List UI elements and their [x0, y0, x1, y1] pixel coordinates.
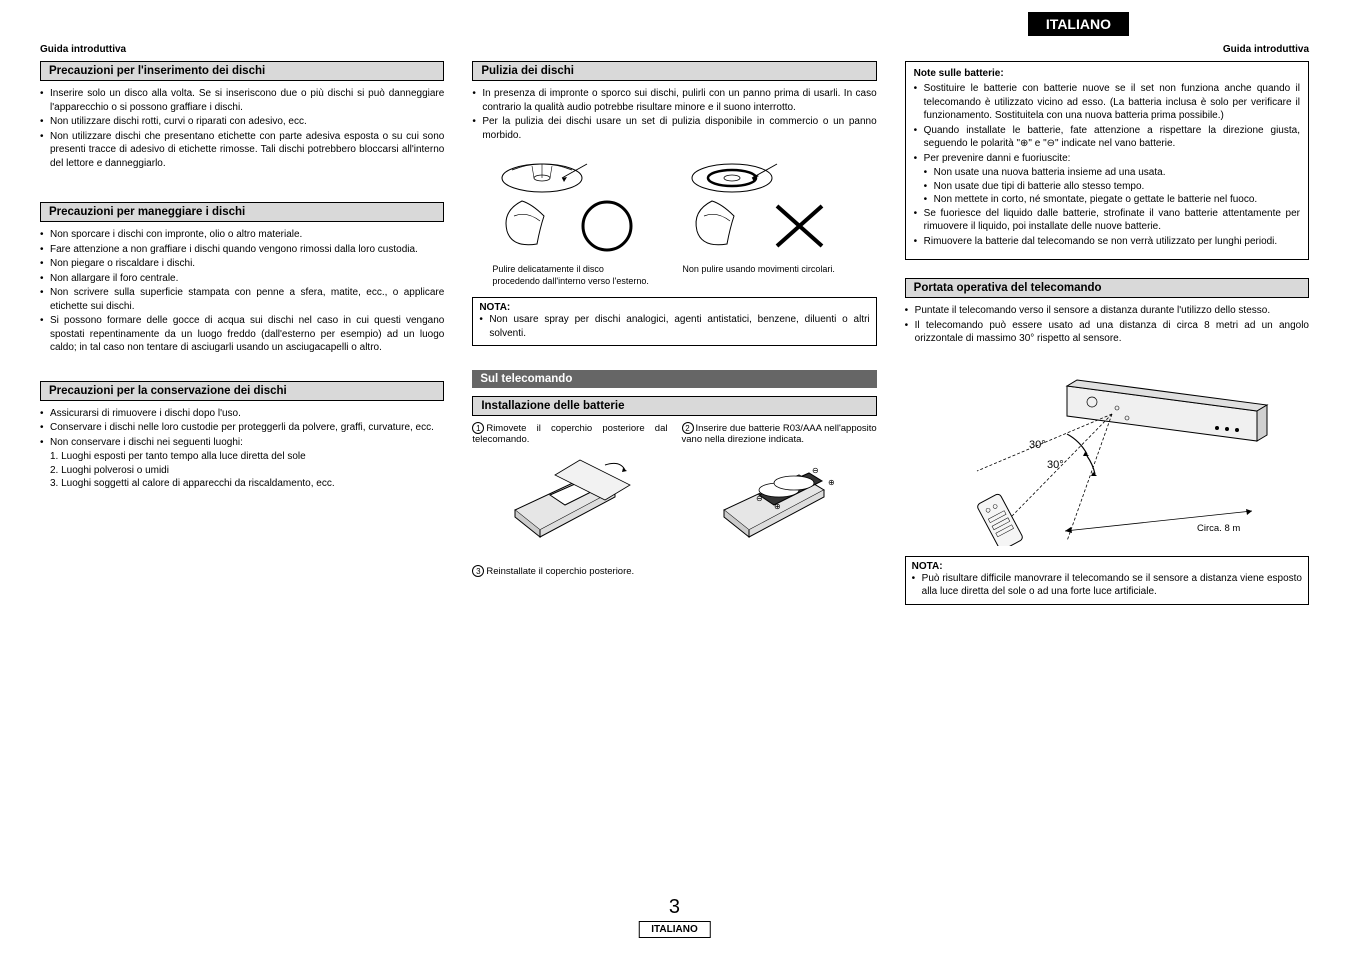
section-title: Precauzioni per l'inserimento dei dischi — [40, 61, 444, 81]
bullet: Per prevenire danni e fuoriuscite: — [914, 152, 1300, 166]
caption: Pulire delicatamente il disco procedendo… — [492, 264, 652, 287]
footer-language: ITALIANO — [638, 921, 710, 938]
bullet: Assicurarsi di rimuovere i dischi dopo l… — [40, 407, 444, 421]
section-title: Precauzioni per la conservazione dei dis… — [40, 381, 444, 401]
bullet: Se fuoriesce del liquido dalle batterie,… — [914, 207, 1300, 234]
svg-text:⊖: ⊖ — [756, 494, 763, 503]
bullet: Conservare i dischi nelle loro custodie … — [40, 421, 444, 435]
box-heading: Note sulle batterie: — [914, 68, 1300, 79]
svg-text:⊕: ⊕ — [828, 478, 835, 487]
svg-text:⊕: ⊕ — [774, 502, 781, 511]
sub-bullet: Non usate una nuova batteria insieme ad … — [924, 166, 1300, 180]
bullet: Quando installate le batterie, fate atte… — [914, 124, 1300, 151]
remote-range-diagram: 30° 30° Circa. 8 m — [917, 356, 1297, 546]
header-right: Guida introduttiva — [1223, 44, 1309, 55]
sub-bullet: Non mettete in corto, né smontate, piega… — [924, 193, 1300, 207]
bullet: Rimuovere la batterie dal telecomando se… — [914, 235, 1300, 249]
page-number: 3 — [638, 896, 710, 919]
note-heading: NOTA: — [479, 302, 869, 313]
bullet: Puntate il telecomando verso il sensore … — [905, 304, 1309, 318]
bullet: Non allargare il foro centrale. — [40, 272, 444, 286]
list-item: 2. Luoghi polverosi o umidi — [50, 464, 444, 478]
bullet: Si possono formare delle gocce di acqua … — [40, 314, 444, 355]
angle-label: 30° — [1047, 459, 1064, 471]
disc-wipe-correct-icon — [492, 156, 652, 256]
disc-wipe-wrong-icon — [682, 156, 842, 256]
bullet: Non utilizzare dischi che presentano eti… — [40, 130, 444, 171]
battery-notes-box: Note sulle batterie: Sostituire le batte… — [905, 61, 1309, 260]
bullet: In presenza di impronte o sporco sui dis… — [472, 87, 876, 114]
bullet: Non piegare o riscaldare i dischi. — [40, 257, 444, 271]
note-body: Non usare spray per dischi analogici, ag… — [479, 313, 869, 340]
bullet: Non scrivere sulla superficie stampata c… — [40, 286, 444, 313]
section-title: Precauzioni per maneggiare i dischi — [40, 202, 444, 222]
section-title: Portata operativa del telecomando — [905, 278, 1309, 298]
header-left: Guida introduttiva — [40, 44, 126, 55]
caption: Non pulire usando movimenti circolari. — [682, 264, 842, 287]
note-body: Può risultare difficile manovrare il tel… — [912, 572, 1302, 599]
column-2: Pulizia dei dischi In presenza di impron… — [472, 61, 876, 623]
bullet: Fare attenzione a non graffiare i dischi… — [40, 243, 444, 257]
section-title: Sul telecomando — [472, 370, 876, 388]
list-item: 1. Luoghi esposti per tanto tempo alla l… — [50, 450, 444, 464]
column-3: Note sulle batterie: Sostituire le batte… — [905, 61, 1309, 623]
bullet: Sostituire le batterie con batterie nuov… — [914, 82, 1300, 123]
language-tab: ITALIANO — [1028, 12, 1129, 36]
sub-bullet: Non usate due tipi di batterie allo stes… — [924, 180, 1300, 194]
distance-label: Circa. 8 m — [1197, 523, 1240, 534]
sub-section-title: Installazione delle batterie — [472, 396, 876, 416]
note-box: NOTA: Non usare spray per dischi analogi… — [472, 297, 876, 346]
page-footer: 3 ITALIANO — [638, 896, 710, 938]
column-1: Precauzioni per l'inserimento dei dischi… — [40, 61, 444, 623]
bullet: Il telecomando può essere usato ad una d… — [905, 319, 1309, 346]
bullet: Inserire solo un disco alla volta. Se si… — [40, 87, 444, 114]
bullet: Non conservare i dischi nei seguenti luo… — [40, 436, 444, 450]
note-heading: NOTA: — [912, 561, 1302, 572]
bullet: Non sporcare i dischi con impronte, olio… — [40, 228, 444, 242]
step-text: 3Reinstallate il coperchio posteriore. — [472, 565, 876, 577]
step-text: 2Inserire due batterie R03/AAA nell'appo… — [682, 422, 877, 445]
bullet: Non utilizzare dischi rotti, curvi o rip… — [40, 115, 444, 129]
bullet: Per la pulizia dei dischi usare un set d… — [472, 115, 876, 142]
angle-label: 30° — [1029, 439, 1046, 451]
remote-back-cover-icon — [495, 455, 645, 545]
section-title: Pulizia dei dischi — [472, 61, 876, 81]
battery-insert-icon: ⊕ ⊖ ⊖ ⊕ — [704, 455, 854, 545]
list-item: 3. Luoghi soggetti al calore di apparecc… — [50, 477, 444, 491]
note-box: NOTA: Può risultare difficile manovrare … — [905, 556, 1309, 605]
svg-text:⊖: ⊖ — [812, 466, 819, 475]
step-text: 1Rimovete il coperchio posteriore dal te… — [472, 422, 667, 445]
